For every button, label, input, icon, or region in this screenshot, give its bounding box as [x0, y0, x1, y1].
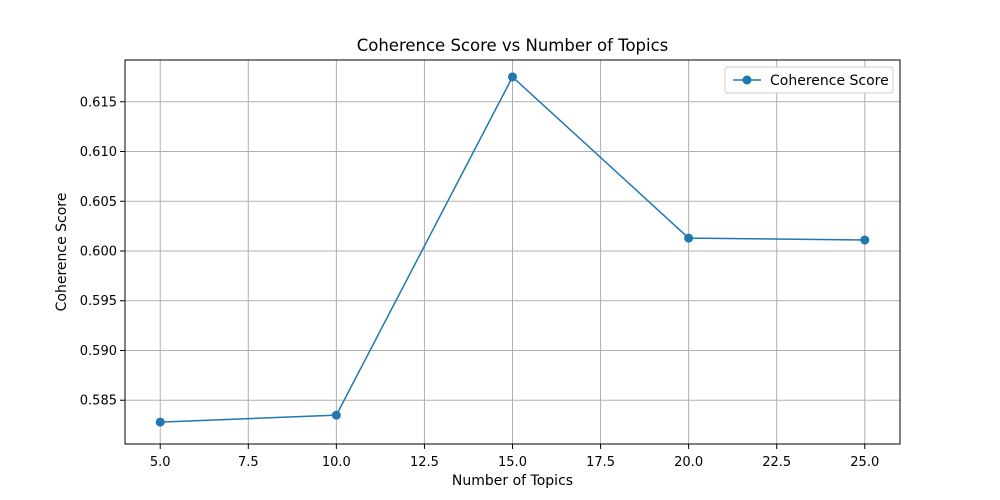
y-tick-label: 0.585 — [80, 394, 117, 409]
data-point — [331, 410, 341, 420]
series-layer — [155, 72, 870, 427]
x-tick-label: 15.0 — [498, 455, 527, 470]
legend-marker — [742, 75, 752, 85]
data-point — [684, 233, 694, 243]
y-tick-label: 0.590 — [80, 344, 117, 359]
x-tick-label: 12.5 — [410, 455, 439, 470]
x-tick-label: 20.0 — [674, 455, 703, 470]
x-tick-label: 22.5 — [762, 455, 791, 470]
legend: Coherence Score — [724, 66, 894, 94]
x-tick-label: 7.5 — [238, 455, 259, 470]
y-axis-label: Coherence Score — [54, 193, 70, 312]
y-tick-label: 0.610 — [80, 145, 117, 160]
x-tick-label: 10.0 — [322, 455, 351, 470]
x-axis-label: Number of Topics — [452, 473, 573, 489]
data-point — [860, 235, 870, 245]
x-tick-label: 25.0 — [850, 455, 879, 470]
chart-title: Coherence Score vs Number of Topics — [357, 36, 669, 55]
grid — [125, 60, 900, 444]
data-point — [508, 72, 517, 82]
data-point — [155, 417, 165, 427]
x-tick-label: 5.0 — [150, 455, 171, 470]
legend-box — [724, 66, 894, 94]
y-tick-label: 0.595 — [80, 294, 117, 309]
legend-label: Coherence Score — [770, 73, 889, 89]
y-tick-label: 0.600 — [80, 245, 117, 260]
y-tick-label: 0.615 — [80, 95, 117, 110]
x-tick-label: 17.5 — [586, 455, 615, 470]
y-tick-label: 0.605 — [80, 195, 117, 210]
ticks: 5.0 7.5 10.0 12.5 15.0 17.5 20.0 22.5 25.0 0.585 0… — [80, 95, 879, 470]
